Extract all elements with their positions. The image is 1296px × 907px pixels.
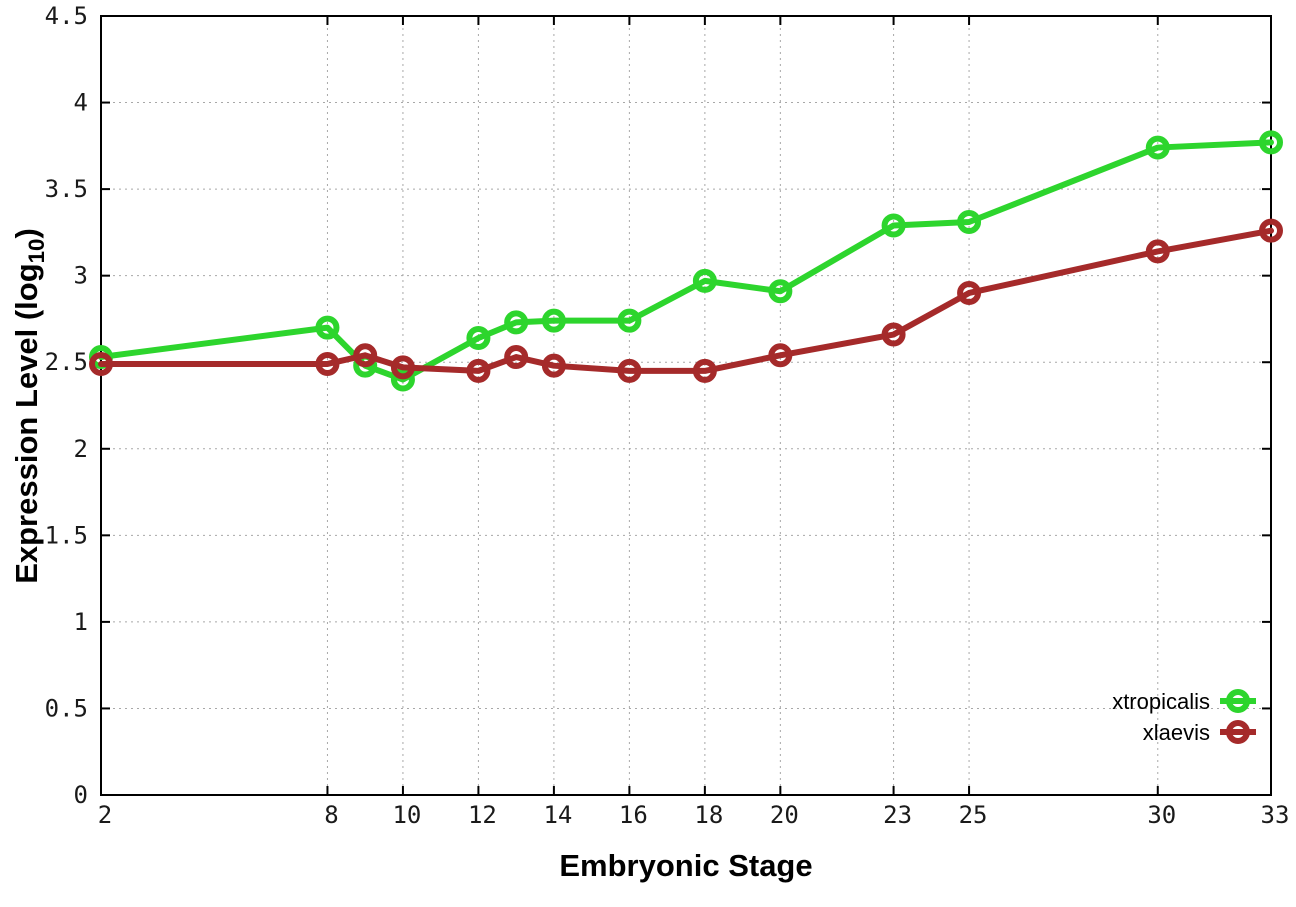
data-point-marker-xlaevis	[617, 358, 642, 383]
legend-marker-icon-xlaevis	[1226, 720, 1250, 744]
data-point-marker-xlaevis	[504, 345, 529, 370]
data-point-marker-xtropicalis	[541, 308, 566, 333]
data-point-marker-xlaevis	[353, 343, 378, 368]
legend-label-xlaevis: xlaevis	[1143, 720, 1210, 745]
x-tick-label: 30	[1147, 801, 1176, 829]
x-tick-label: 14	[543, 801, 572, 829]
legend-marker-icon-xtropicalis	[1226, 689, 1250, 713]
y-tick-label: 1.5	[45, 521, 88, 549]
y-tick-label: 2	[74, 435, 88, 463]
x-tick-label: 33	[1261, 801, 1290, 829]
data-point-marker-xlaevis	[957, 280, 982, 305]
data-point-marker-xtropicalis	[881, 213, 906, 238]
series-line-xlaevis	[98, 227, 1274, 374]
data-point-marker-xlaevis	[1259, 218, 1283, 243]
data-point-marker-xtropicalis	[957, 210, 982, 235]
y-tick-label: 1	[74, 608, 88, 636]
data-point-marker-xlaevis	[390, 355, 415, 380]
x-tick-label: 12	[468, 801, 497, 829]
data-point-marker-xlaevis	[315, 351, 340, 376]
data-point-marker-xtropicalis	[692, 268, 717, 293]
x-axis-title: Embryonic Stage	[559, 848, 813, 883]
y-axis-title: Expression Level (log10)	[9, 228, 49, 584]
x-tick-label: 23	[883, 801, 912, 829]
x-tick-label: 2	[98, 801, 112, 829]
y-tick-label: 3	[74, 262, 88, 290]
y-tick-label: 0.5	[45, 694, 88, 722]
x-tick-label: 8	[324, 801, 338, 829]
data-point-marker-xtropicalis	[315, 315, 340, 340]
data-point-marker-xlaevis	[541, 353, 566, 378]
x-tick-label: 18	[694, 801, 723, 829]
data-point-marker-xtropicalis	[768, 279, 793, 304]
x-tick-label: 25	[959, 801, 988, 829]
x-tick-label: 16	[619, 801, 648, 829]
data-point-marker-xlaevis	[1145, 239, 1170, 264]
x-tick-label: 20	[770, 801, 799, 829]
y-tick-label: 0	[74, 781, 88, 809]
y-axis-title-text: Expression Level (log	[9, 263, 44, 584]
y-tick-label: 4.5	[45, 2, 88, 30]
legend-label-xtropicalis: xtropicalis	[1112, 689, 1210, 714]
data-point-marker-xlaevis	[692, 358, 717, 383]
data-point-marker-xtropicalis	[1145, 135, 1170, 160]
data-point-marker-xtropicalis	[390, 367, 415, 392]
plot-border	[100, 15, 1272, 796]
data-point-marker-xlaevis	[89, 351, 113, 376]
data-point-marker-xlaevis	[768, 343, 793, 368]
data-point-marker-xlaevis	[881, 322, 906, 347]
y-axis-title-close: )	[9, 228, 44, 239]
data-point-marker-xtropicalis	[504, 310, 529, 335]
y-tick-label: 4	[74, 89, 88, 117]
data-point-marker-xtropicalis	[617, 308, 642, 333]
data-point-marker-xlaevis	[466, 358, 491, 383]
data-point-marker-xtropicalis	[1259, 130, 1283, 155]
series-line-xtropicalis	[98, 139, 1274, 383]
data-point-marker-xtropicalis	[466, 325, 491, 350]
x-tick-label: 10	[392, 801, 421, 829]
y-axis-title-subscript: 10	[24, 238, 50, 264]
y-tick-label: 2.5	[45, 348, 88, 376]
y-tick-label: 3.5	[45, 175, 88, 203]
